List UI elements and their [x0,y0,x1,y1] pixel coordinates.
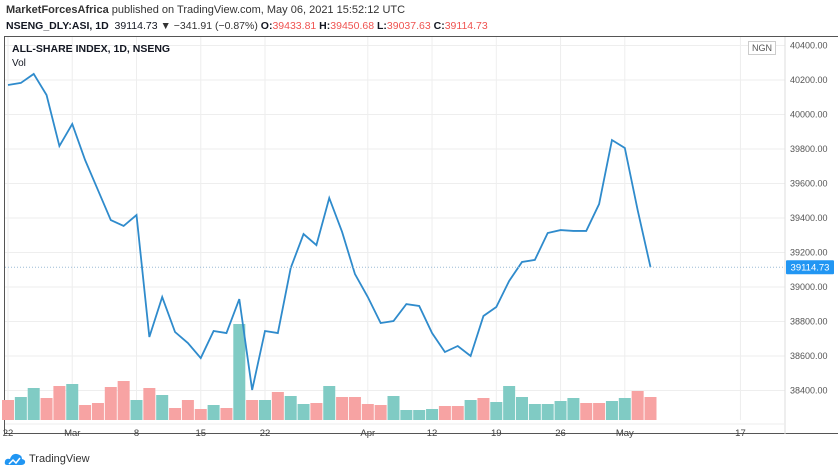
volume-bar [156,395,169,420]
chart-title: ALL-SHARE INDEX, 1D, NSENG [12,43,171,55]
volume-bar [490,402,503,420]
volume-bar [426,409,439,420]
ohlc-bar: NSENG_DLY:ASI, 1D 39114.73 ▼ −341.91 (−0… [6,20,488,32]
volume-bar [374,405,387,420]
volume-legend: Vol [12,58,26,69]
volume-bar [644,397,657,420]
volume-bar [400,410,413,420]
volume-bar [618,398,631,420]
tradingview-logo[interactable]: TradingView [4,452,90,466]
y-tick-label: 40400.00 [790,41,828,51]
x-tick-label: 19 [491,428,502,439]
volume-bar [40,398,53,420]
footer-brand: TradingView [29,453,90,465]
x-tick-label: 26 [555,428,566,439]
price-line [7,72,652,391]
x-tick-label: 22 [3,428,14,439]
volume-bar [310,403,323,420]
x-tick-label: 15 [195,428,206,439]
change-value: ▼ −341.91 (−0.87%) [160,20,258,32]
y-tick-label: 39200.00 [790,248,828,258]
high-label: H: [319,20,331,32]
y-tick-label: 38400.00 [790,386,828,396]
x-tick-label: Apr [360,428,375,439]
y-tick-label: 38600.00 [790,351,828,361]
volume-bar [233,324,246,420]
chart-frame [4,36,838,434]
x-tick-label: May [616,428,634,439]
low-value: 39037.63 [386,20,431,32]
volume-bar [271,392,284,420]
y-tick-label: 39000.00 [790,282,828,292]
currency-badge[interactable]: NGN [748,41,776,55]
volume-bar [528,404,541,420]
volume-bar [91,403,104,420]
open-label: O: [260,20,273,32]
publisher-name[interactable]: MarketForcesAfrica [6,4,109,16]
volume-bar [554,401,567,420]
close-label: C: [433,20,445,32]
volume-bar [336,397,349,420]
volume-bar [104,387,117,420]
y-tick-label: 40200.00 [790,75,828,85]
last-price-tag [786,260,834,275]
volume-bar [117,381,130,420]
x-tick-label: Mar [64,428,80,439]
volume-bar [323,386,336,420]
volume-bar [297,404,310,420]
volume-bar [79,405,92,420]
volume-bar [477,398,490,420]
volume-bar [246,400,259,420]
volume-bar [348,397,361,420]
volume-bar [27,388,40,420]
volume-bar [284,396,297,420]
volume-bar [14,397,27,420]
y-tick-label: 38800.00 [790,317,828,327]
volume-bar [130,400,143,420]
volume-bar [605,401,618,420]
published-text: published on TradingView.com, May 06, 20… [111,4,406,16]
low-label: L: [376,20,387,32]
symbol: NSENG_DLY:ASI, 1D [6,20,109,32]
volume-bar [143,388,156,420]
last-price-label: 39114.73 [791,263,830,274]
volume-bar [387,396,400,420]
publish-info: MarketForcesAfrica published on TradingV… [6,4,405,16]
volume-bar [259,400,271,420]
volume-bar [413,410,426,420]
volume-bar [464,400,477,420]
volume-bar [567,398,580,420]
y-tick-label: 39400.00 [790,213,828,223]
high-value: 39450.68 [330,20,375,32]
y-tick-label: 40000.00 [790,110,828,120]
volume-bar [438,406,451,420]
x-tick-label: 8 [134,428,139,439]
cloud-logo-icon [4,453,26,465]
volume-bar [503,386,516,420]
volume-bar [580,403,593,420]
volume-bar [207,405,220,420]
volume-bar [361,404,374,420]
x-tick-label: 22 [260,428,271,439]
x-tick-label: 17 [735,428,746,439]
volume-bar [181,400,194,420]
volume-bar [194,409,207,420]
volume-bar [66,384,79,420]
volume-bar [593,403,606,420]
volume-bar [451,406,464,420]
volume-bar [631,391,644,420]
y-tick-label: 39800.00 [790,144,828,154]
volume-bar [53,386,66,420]
volume-bar [516,397,528,420]
close-value: 39114.73 [444,20,488,32]
volume-bar [541,404,554,420]
x-tick-label: 12 [427,428,438,439]
open-value: 39433.81 [272,20,317,32]
volume-bar [220,408,233,420]
volume-bar [2,400,14,420]
last-value: 39114.73 [114,20,158,32]
volume-bar [169,408,182,420]
y-tick-label: 39600.00 [790,179,828,189]
